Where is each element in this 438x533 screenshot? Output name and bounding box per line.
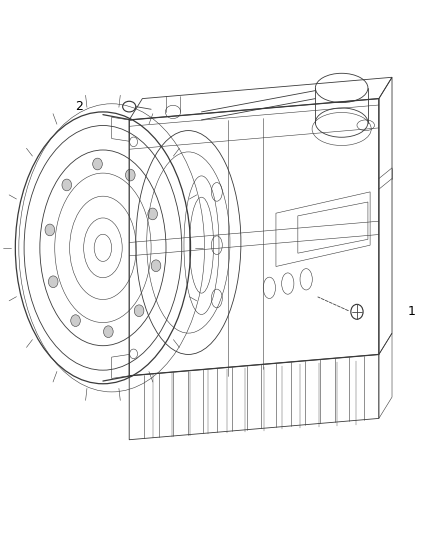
Ellipse shape (103, 326, 113, 337)
Ellipse shape (93, 158, 102, 170)
Ellipse shape (48, 276, 58, 288)
Ellipse shape (45, 224, 55, 236)
Text: 1: 1 (407, 305, 415, 318)
Ellipse shape (134, 305, 144, 317)
Ellipse shape (126, 169, 135, 181)
Ellipse shape (71, 315, 80, 327)
Text: 2: 2 (75, 100, 83, 113)
Ellipse shape (151, 260, 161, 272)
Ellipse shape (148, 208, 158, 220)
Ellipse shape (62, 179, 71, 191)
